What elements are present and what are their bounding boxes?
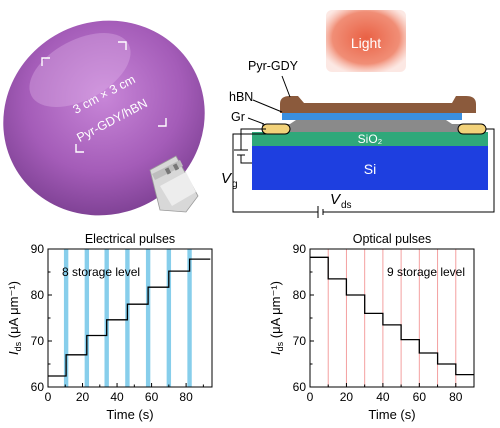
- pyr-gdy-pointer: [281, 75, 291, 98]
- storage-level-annotation: 9 storage level: [387, 265, 465, 279]
- si-layer: [252, 146, 488, 190]
- si-label: Si: [364, 161, 376, 177]
- x-tick-label: 20: [340, 390, 354, 404]
- optical-pulses-chart: 0 20 40 60 80 60 70 80 90 Optical pulses 9 storage…: [268, 232, 475, 422]
- pulse-band: [145, 249, 151, 387]
- vg-sub: g: [232, 179, 238, 190]
- pulse-band: [84, 249, 90, 387]
- x-tick-label: 80: [449, 390, 463, 404]
- device-schematic: Light Si SiO₂ Pyr-GDY hBN Gr: [221, 10, 495, 218]
- gr-label: Gr: [231, 110, 245, 124]
- pulse-band: [104, 249, 109, 387]
- chart-title: Electrical pulses: [85, 232, 175, 246]
- y-tick-label: 70: [293, 334, 307, 348]
- y-tick-label: 90: [293, 242, 307, 256]
- current-trace: [310, 256, 474, 376]
- pyr-gdy-label: Pyr-GDY: [248, 59, 299, 73]
- x-tick-label: 20: [76, 390, 90, 404]
- vds-main: V: [330, 191, 342, 208]
- x-tick-label: 40: [110, 390, 124, 404]
- circuit-wires: [232, 128, 495, 218]
- vds-sub: ds: [341, 200, 352, 211]
- wafer-corner-marks: [41, 41, 167, 153]
- sio2-layer: [252, 132, 488, 146]
- x-axis-label: Time (s): [368, 407, 415, 422]
- vg-label: V g: [221, 170, 238, 190]
- light-source: [326, 10, 406, 72]
- y-tick-label: 70: [31, 334, 45, 348]
- current-trace: [48, 258, 211, 377]
- pulse-band: [166, 249, 172, 387]
- light-label: Light: [351, 35, 381, 51]
- wafer-photo: 3 cm × 3 cm Pyr-GDY/hBN: [3, 20, 205, 216]
- electrical-pulses-chart: 0 20 40 60 80 60 70 80 90 Electrical pulses 8 stor…: [6, 232, 213, 422]
- x-tick-label: 0: [45, 390, 52, 404]
- y-axis-label: Ids (μA μm⁻¹): [268, 281, 285, 355]
- x-tick-label: 60: [413, 390, 427, 404]
- y-axis-label: Ids (μA μm⁻¹): [6, 281, 23, 355]
- x-tick-label: 60: [145, 390, 159, 404]
- pulse-band: [187, 249, 192, 387]
- storage-level-annotation: 8 storage level: [62, 265, 140, 279]
- y-tick-label: 60: [31, 380, 45, 394]
- gr-pointer: [247, 117, 265, 125]
- wafer-highlight: [29, 33, 131, 107]
- pyr-gdy-layer: [280, 96, 476, 113]
- hbn-label: hBN: [229, 90, 253, 104]
- vds-label: V ds: [330, 191, 352, 211]
- chart-title: Optical pulses: [353, 232, 432, 246]
- x-tick-label: 40: [376, 390, 390, 404]
- y-tick-label: 80: [293, 288, 307, 302]
- y-tick-label: 60: [293, 380, 307, 394]
- wafer-disk: [3, 20, 205, 216]
- x-tick-label: 0: [307, 390, 314, 404]
- hbn-pointer: [252, 99, 283, 113]
- x-tick-label: 80: [179, 390, 193, 404]
- probe-clip: [149, 155, 199, 213]
- source-electrode: [261, 123, 291, 135]
- x-axis-label: Time (s): [106, 407, 153, 422]
- drain-electrode: [457, 123, 487, 135]
- y-tick-label: 80: [31, 288, 45, 302]
- y-tick-label: 90: [31, 242, 45, 256]
- sio2-label: SiO₂: [358, 132, 383, 146]
- graphene-layer: [262, 120, 480, 132]
- vg-main: V: [221, 170, 233, 187]
- pulse-band: [63, 249, 69, 387]
